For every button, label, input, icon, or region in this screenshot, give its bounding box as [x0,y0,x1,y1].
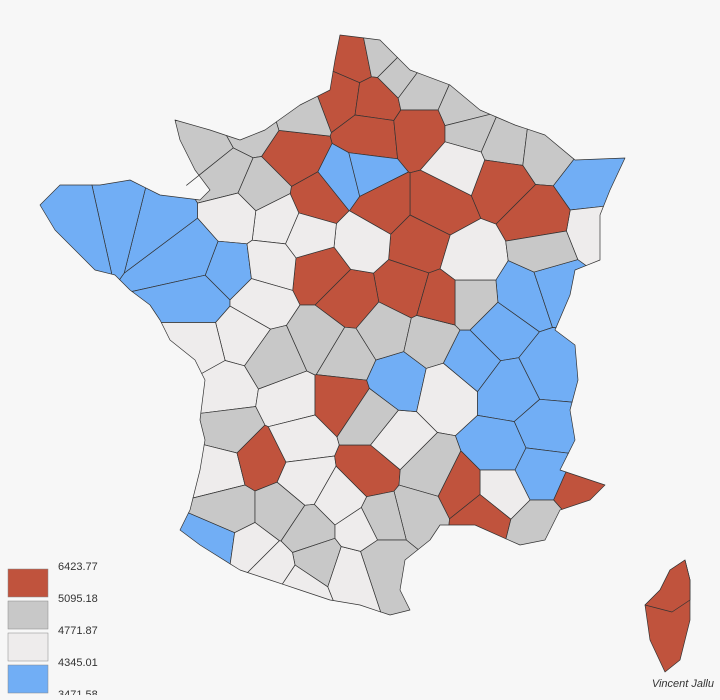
legend-swatch [7,600,49,630]
legend-swatch [7,632,49,662]
credit: Vincent Jallu [652,678,714,690]
legend-label: 6423.77 [58,561,98,573]
legend-swatch [7,664,49,694]
legend-label: 4771.87 [58,625,98,637]
legend-label: 5095.18 [58,593,98,605]
legend-swatch [7,568,49,598]
department [505,230,579,273]
legend: 6423.77 5095.18 4771.87 4345.01 3471.58 [7,561,98,700]
department [229,522,280,573]
department [91,179,146,280]
legend-label: 4345.01 [58,657,98,669]
department [174,119,234,186]
department [336,387,399,446]
department [244,324,308,390]
legend-label: 3471.58 [58,689,98,695]
department [355,301,412,361]
department [334,507,378,552]
department [360,539,419,616]
department [448,494,512,540]
departments [39,34,691,673]
department [39,184,113,275]
department [553,471,606,510]
department [247,540,296,585]
department [416,268,456,326]
department [644,559,691,613]
